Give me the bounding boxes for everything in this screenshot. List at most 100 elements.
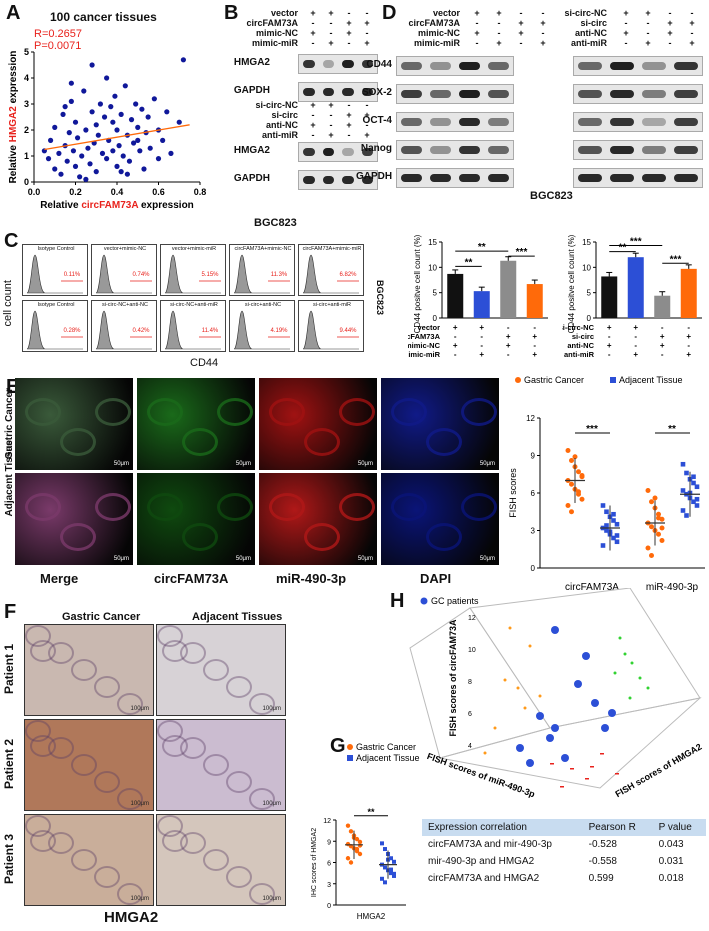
- gc-patient-point: [591, 699, 599, 707]
- sig-star: ***: [586, 424, 598, 435]
- tissue-gland: [94, 866, 120, 888]
- panel-f-caption: HMGA2: [104, 909, 159, 926]
- blot-band: [303, 88, 315, 96]
- panel-c-cell: BGC823: [375, 280, 385, 316]
- fluorescence-image: 50μm: [259, 473, 377, 565]
- histogram-peak: [164, 310, 221, 350]
- data-point: [604, 523, 609, 528]
- projection-point: [628, 696, 632, 700]
- x-axis-label: Relative circFAM73A expression: [40, 200, 194, 211]
- blot-label: SOX-2: [361, 87, 392, 98]
- condition-sign: -: [347, 130, 351, 140]
- y-tick-label: 5: [24, 47, 29, 57]
- bar: [627, 257, 644, 318]
- scatter-point: [66, 130, 72, 136]
- scatter-point: [128, 117, 135, 123]
- gate-percentage: 5.15%: [201, 272, 219, 278]
- tissue-structure: [269, 493, 305, 521]
- condition-sign: +: [310, 100, 316, 110]
- panel-a-r: R=0.2657: [34, 28, 83, 40]
- condition-label: anti-miR: [564, 350, 595, 359]
- d-left-blot: [396, 140, 514, 160]
- condition-sign: +: [453, 323, 458, 332]
- data-point: [694, 503, 700, 508]
- scatter-point: [81, 88, 87, 94]
- table-cell: 0.031: [658, 856, 684, 867]
- scale-bar: 100μm: [262, 896, 281, 902]
- condition-sign: -: [365, 8, 369, 18]
- scale-bar: 100μm: [262, 706, 281, 712]
- condition-sign: -: [329, 120, 333, 130]
- data-point: [383, 865, 387, 870]
- sig-star: ***: [670, 254, 682, 265]
- panel-e-row-label-1: Gastric Cancer: [4, 388, 15, 460]
- data-point: [569, 458, 574, 463]
- table-head-cell: Pearson R: [588, 822, 636, 833]
- tissue-gland: [71, 659, 97, 681]
- z-axis-label: FISH scores of circFAM73A: [448, 619, 458, 737]
- scatter-point: [72, 163, 79, 169]
- scatter-point: [168, 150, 174, 156]
- data-point: [600, 543, 606, 548]
- scale-bar: 50μm: [479, 556, 495, 562]
- gate-percentage: 11.3%: [271, 272, 288, 278]
- condition-sign: -: [480, 332, 483, 341]
- flow-histogram: circFAM73A+mimic-miR 6.82%: [298, 244, 364, 296]
- y-tick-label: 0: [531, 564, 536, 573]
- scale-bar: 100μm: [130, 801, 149, 807]
- data-point: [389, 871, 393, 876]
- condition-sign: -: [497, 18, 501, 28]
- panel-e-col-dapi: DAPI: [420, 571, 452, 586]
- gate-percentage: 9.44%: [339, 328, 357, 334]
- x-axis-label-part: expression: [138, 200, 194, 211]
- x-tick-label: 0.2: [69, 187, 82, 197]
- data-point: [392, 859, 396, 864]
- y-tick-label: 5: [433, 289, 438, 298]
- scatter-point: [101, 114, 108, 120]
- x-axis-label: HMGA2: [357, 912, 386, 921]
- projection-point: [630, 661, 634, 665]
- data-point: [691, 474, 696, 480]
- x-axis-label-gene: circFAM73A: [81, 200, 138, 211]
- scatter-point: [93, 169, 99, 175]
- y-axis-label-part: expression: [8, 51, 19, 107]
- blot-band: [642, 146, 666, 154]
- table-cell: mir-490-3p and HMGA2: [428, 856, 535, 867]
- table-header-row: Expression correlation Pearson R P value: [422, 819, 706, 836]
- condition-sign: +: [623, 8, 629, 18]
- z-tick-label: 6: [468, 711, 472, 718]
- blot-band: [578, 90, 602, 98]
- scale-bar: 50μm: [235, 461, 251, 467]
- condition-sign: -: [533, 323, 536, 332]
- panel-label-g: G: [330, 735, 346, 757]
- condition-sign: +: [328, 8, 334, 18]
- scatter-point: [133, 101, 139, 107]
- condition-sign: -: [541, 28, 545, 38]
- condition-label: circFAM73A: [408, 332, 441, 341]
- blot-band: [303, 148, 315, 156]
- table-cell: circFAM73A and HMGA2: [428, 873, 540, 884]
- condition-sign: +: [633, 323, 638, 332]
- condition-sign: +: [667, 18, 673, 28]
- y-tick-label: 3: [531, 527, 536, 536]
- projection-point: [528, 644, 532, 648]
- blot-band: [401, 174, 422, 182]
- panel-label-c: C: [4, 230, 19, 252]
- data-point: [614, 521, 620, 527]
- d-left-blot: [396, 56, 514, 76]
- data-point: [649, 499, 654, 505]
- blot-band: [430, 90, 451, 98]
- tissue-structure: [147, 493, 183, 521]
- condition-sign: +: [607, 323, 612, 332]
- side-wall: [409, 607, 551, 759]
- histogram-svg: 5.15%: [164, 254, 221, 294]
- data-point: [604, 528, 609, 533]
- condition-sign: +: [633, 350, 638, 359]
- projection-point: [590, 766, 594, 768]
- gc-patient-point: [551, 626, 559, 634]
- panel-label-d: D: [382, 2, 397, 24]
- tissue-gland: [249, 788, 275, 810]
- condition-label: mimic-miR: [408, 350, 441, 359]
- blot-band: [459, 90, 480, 98]
